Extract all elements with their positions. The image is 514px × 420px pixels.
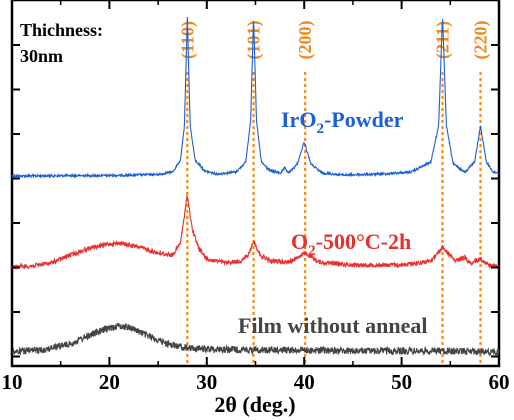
x-tick-label-30: 30: [196, 370, 217, 394]
series-label-tail: -Powder: [324, 107, 404, 132]
thickness-value: 30nm: [20, 46, 63, 66]
series-label-main: O: [291, 229, 308, 254]
series-label-iro2-powder: IrO2-Powder: [281, 107, 404, 137]
series-label-tail: -500°C-2h: [316, 229, 412, 254]
series-label-subscript: 2: [316, 121, 324, 137]
series-line-1: [11, 194, 500, 271]
x-tick-label-50: 50: [391, 370, 412, 394]
reference-lines: (110) (101) (200) (211) (220): [177, 21, 491, 366]
series-label-film-without-anneal: Film without anneal: [238, 313, 427, 338]
series-traces: [11, 17, 500, 357]
x-tick-label-20: 20: [99, 370, 120, 394]
series-label-subscript: 2: [308, 243, 316, 259]
series-label-main: IrO: [281, 107, 316, 132]
series-line-0: [11, 17, 500, 179]
x-tick-label-60: 60: [489, 370, 510, 394]
series-line-2: [11, 322, 500, 357]
series-label-main: Film without anneal: [238, 313, 427, 338]
x-tick-label-40: 40: [294, 370, 315, 394]
x-ticks: 10 20 30 40 50 60: [2, 0, 510, 394]
hkl-label-2: (200): [295, 21, 316, 60]
y-ticks: [12, 44, 499, 358]
x-axis-title: 2θ (deg.): [214, 392, 295, 417]
thickness-label: Thichness:: [20, 20, 103, 40]
hkl-label-4: (220): [470, 21, 491, 60]
series-label-o2-500c: O2-500°C-2h: [291, 229, 411, 259]
x-tick-label-10: 10: [2, 370, 23, 394]
